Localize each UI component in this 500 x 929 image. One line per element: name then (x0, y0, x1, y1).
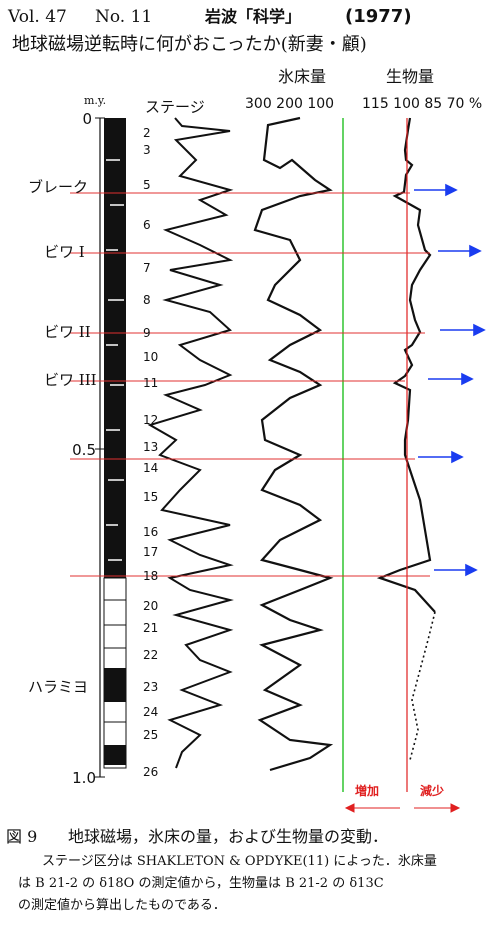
caption-line: の測定値から算出したものである． (18, 897, 226, 913)
stage-label: 23 (143, 680, 158, 694)
journal: 岩波「科学」 (204, 7, 301, 26)
stage-label: 21 (143, 621, 158, 635)
bio-curve (376, 117, 436, 613)
age-ticks (95, 117, 105, 778)
core-marks (106, 159, 124, 561)
stage-label: 10 (143, 350, 158, 364)
event-label: ビワ III (44, 371, 97, 389)
ice-scale: 300 200 100 (245, 96, 334, 112)
event-label: ビワ I (44, 243, 85, 261)
year: (1977) (345, 6, 412, 27)
event-label: ビワ II (44, 323, 91, 341)
caption-line: ステージ区分は SHAKLETON & OPDYKE(11) によった．氷床量 (42, 854, 437, 869)
event-lines (70, 192, 430, 577)
stage-axis-title: ステージ (145, 98, 205, 116)
stage-label: 13 (143, 440, 158, 454)
event-label: ブレーク (28, 178, 88, 196)
stage-label: 16 (143, 525, 158, 539)
stage-label: 18 (143, 569, 158, 583)
stage-label: 6 (143, 218, 151, 232)
stage-label: 24 (143, 705, 158, 719)
age-tick-label: 0.5 (72, 441, 96, 459)
stage-label: 8 (143, 293, 151, 307)
stage-label: 22 (143, 648, 158, 662)
stage-label: 3 (143, 143, 151, 157)
bio-title: 生物量 (386, 67, 434, 86)
polarity-normal (104, 745, 126, 765)
increase-label: 増加 (355, 783, 379, 798)
caption-title: 地球磁場，氷床の量，および生物量の変動． (68, 827, 388, 846)
bio-scale: 115 100 85 70 % (362, 96, 482, 112)
caption-line: は B 21-2 の δ18O の測定値から，生物量は B 21-2 の δ13… (18, 875, 384, 891)
stage-label: 9 (143, 326, 151, 340)
article-title: 地球磁場逆転時に何がおこったか(新妻・顧) (12, 34, 367, 55)
polarity-jaramillo (104, 668, 126, 702)
age-tick-label: 1.0 (72, 769, 96, 787)
stage-label: 14 (143, 461, 158, 475)
stage-label: 15 (143, 490, 158, 504)
direction-arrows (344, 803, 461, 813)
ice-curve (253, 116, 334, 772)
age-axis-title: m.y. (84, 94, 106, 107)
caption-label: 図 9 (6, 827, 37, 846)
ice-title: 氷床量 (278, 67, 326, 86)
bio-curve-dotted (409, 611, 436, 761)
stage-label: 2 (143, 126, 151, 140)
core-marks (104, 599, 126, 723)
age-tick-label: 0 (82, 110, 92, 128)
decrease-label: 減少 (420, 783, 444, 798)
stage-label: 11 (143, 376, 158, 390)
event-label: ハラミヨ (28, 678, 88, 696)
stage-label: 25 (143, 728, 158, 742)
stage-label: 17 (143, 545, 158, 559)
volume: Vol. 47 (7, 7, 67, 27)
polarity-normal (104, 118, 126, 578)
stage-label: 7 (143, 261, 151, 275)
stage-label: 5 (143, 178, 151, 192)
number: No. 11 (95, 7, 152, 27)
stage-label: 12 (143, 413, 158, 427)
stage-label: 20 (143, 599, 158, 613)
stage-curve (147, 117, 234, 769)
event-arrows (414, 183, 486, 577)
stage-label: 26 (143, 765, 158, 779)
